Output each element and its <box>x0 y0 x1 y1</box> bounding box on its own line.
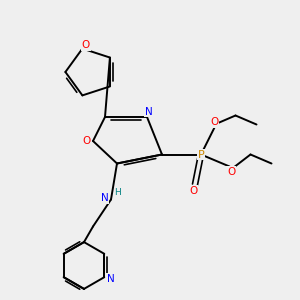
Text: O: O <box>227 167 235 177</box>
Text: O: O <box>82 136 91 146</box>
Text: N: N <box>100 193 108 203</box>
Text: O: O <box>210 117 219 127</box>
Text: O: O <box>189 186 198 196</box>
Text: N: N <box>145 106 152 117</box>
Text: O: O <box>82 40 90 50</box>
Text: N: N <box>107 274 115 284</box>
Text: P: P <box>198 149 204 160</box>
Text: H: H <box>114 188 121 197</box>
